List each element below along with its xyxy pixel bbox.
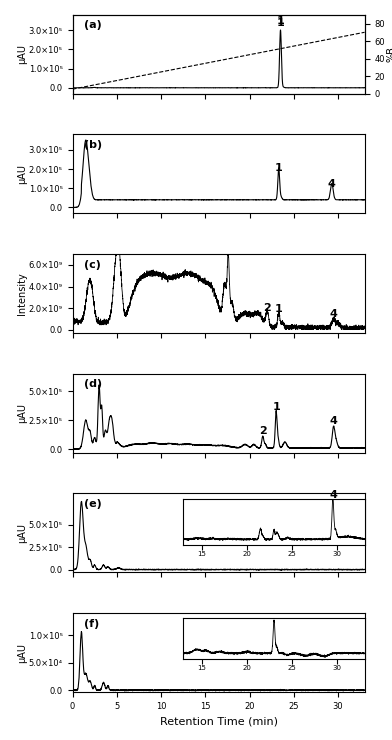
Text: 1: 1 <box>272 525 280 536</box>
Y-axis label: μAU: μAU <box>17 642 27 662</box>
Text: 4: 4 <box>330 416 338 426</box>
Text: 4: 4 <box>328 179 336 189</box>
Text: 1: 1 <box>272 402 280 412</box>
Text: (b): (b) <box>84 140 102 150</box>
Text: (f): (f) <box>84 619 100 629</box>
Text: 2: 2 <box>263 303 271 313</box>
Y-axis label: μAU: μAU <box>17 403 27 423</box>
Text: 1: 1 <box>277 16 284 27</box>
Text: (e): (e) <box>84 499 102 509</box>
Text: 1: 1 <box>275 164 283 173</box>
Y-axis label: μAU: μAU <box>17 164 27 184</box>
Y-axis label: Intensity: Intensity <box>17 272 27 315</box>
Text: 1: 1 <box>272 619 280 628</box>
X-axis label: Retention Time (min): Retention Time (min) <box>160 716 278 726</box>
Text: 1: 1 <box>275 304 283 314</box>
Text: 2: 2 <box>259 425 267 436</box>
Text: (c): (c) <box>84 260 101 269</box>
Text: 4: 4 <box>330 490 338 500</box>
Y-axis label: μAU: μAU <box>17 44 27 64</box>
Text: 1: 1 <box>277 18 284 28</box>
Text: (d): (d) <box>84 380 102 389</box>
Y-axis label: %B: %B <box>386 46 392 62</box>
Y-axis label: μAU: μAU <box>17 523 27 543</box>
Text: (a): (a) <box>84 20 102 30</box>
Text: 4: 4 <box>330 309 338 319</box>
Text: 2: 2 <box>259 522 267 532</box>
